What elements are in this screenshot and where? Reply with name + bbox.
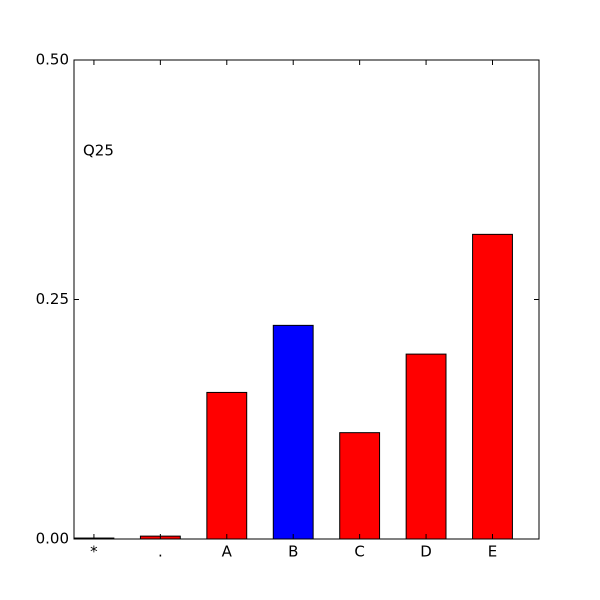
x-tick-label: B [288, 543, 298, 561]
x-tick-label: * [90, 543, 98, 561]
bar [472, 233, 513, 540]
bar [206, 391, 248, 540]
plot-frame [73, 59, 540, 540]
x-tick-label: A [222, 543, 233, 561]
bar [405, 353, 447, 540]
y-tick-label: 0.50 [36, 51, 69, 69]
x-tick-label: D [420, 543, 432, 561]
x-tick-label: E [488, 543, 497, 561]
y-tick-label: 0.25 [36, 290, 69, 308]
y-tick-label: 0.00 [36, 530, 69, 548]
x-tick-label: . [158, 543, 163, 561]
x-tick-label: C [354, 543, 364, 561]
bar [272, 324, 314, 540]
annotation: Q25 [83, 142, 114, 160]
bar [339, 432, 381, 540]
